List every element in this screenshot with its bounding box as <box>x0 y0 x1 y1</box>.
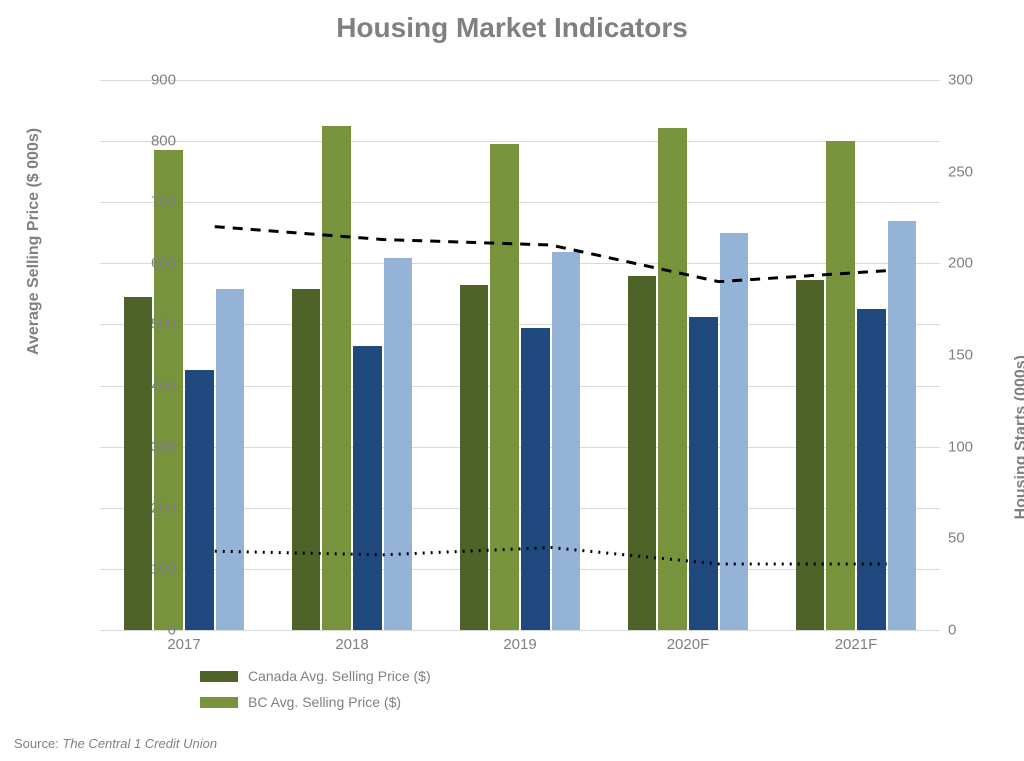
legend-label: BC Avg. Selling Price ($) <box>248 694 401 710</box>
y-tick-left: 600 <box>116 255 176 272</box>
y-tick-right: 150 <box>948 347 998 364</box>
y-tick-left: 400 <box>116 377 176 394</box>
y-tick-left: 200 <box>116 499 176 516</box>
y-tick-right: 200 <box>948 255 998 272</box>
y-tick-left: 800 <box>116 133 176 150</box>
y-tick-right: 50 <box>948 530 998 547</box>
legend-label: Canada Avg. Selling Price ($) <box>248 668 431 684</box>
y-axis-right-label: Housing Starts (000s) <box>1012 355 1024 519</box>
legend-swatch <box>200 671 238 682</box>
legend-item: BC Avg. Selling Price ($) <box>200 694 431 710</box>
line-line_dot <box>215 548 887 565</box>
chart-title: Housing Market Indicators <box>0 12 1024 44</box>
legend-swatch <box>200 697 238 708</box>
gridline <box>100 630 940 631</box>
chart-plot-area <box>100 80 940 630</box>
x-tick: 2021F <box>816 636 896 653</box>
y-tick-left: 700 <box>116 194 176 211</box>
y-tick-right: 0 <box>948 622 998 639</box>
x-tick: 2019 <box>480 636 560 653</box>
x-tick: 2018 <box>312 636 392 653</box>
x-tick: 2020F <box>648 636 728 653</box>
source-citation: Source: The Central 1 Credit Union <box>14 736 217 751</box>
line-overlay <box>100 80 940 630</box>
x-tick: 2017 <box>144 636 224 653</box>
line-line_dash <box>215 227 887 282</box>
legend-item: Canada Avg. Selling Price ($) <box>200 668 431 684</box>
legend: Canada Avg. Selling Price ($) BC Avg. Se… <box>200 668 431 720</box>
y-tick-left: 500 <box>116 316 176 333</box>
y-tick-right: 250 <box>948 163 998 180</box>
y-tick-left: 100 <box>116 560 176 577</box>
y-axis-left-label: Average Selling Price ($ 000s) <box>25 128 43 355</box>
y-tick-left: 900 <box>116 72 176 89</box>
y-tick-right: 100 <box>948 438 998 455</box>
y-tick-right: 300 <box>948 72 998 89</box>
y-tick-left: 300 <box>116 438 176 455</box>
